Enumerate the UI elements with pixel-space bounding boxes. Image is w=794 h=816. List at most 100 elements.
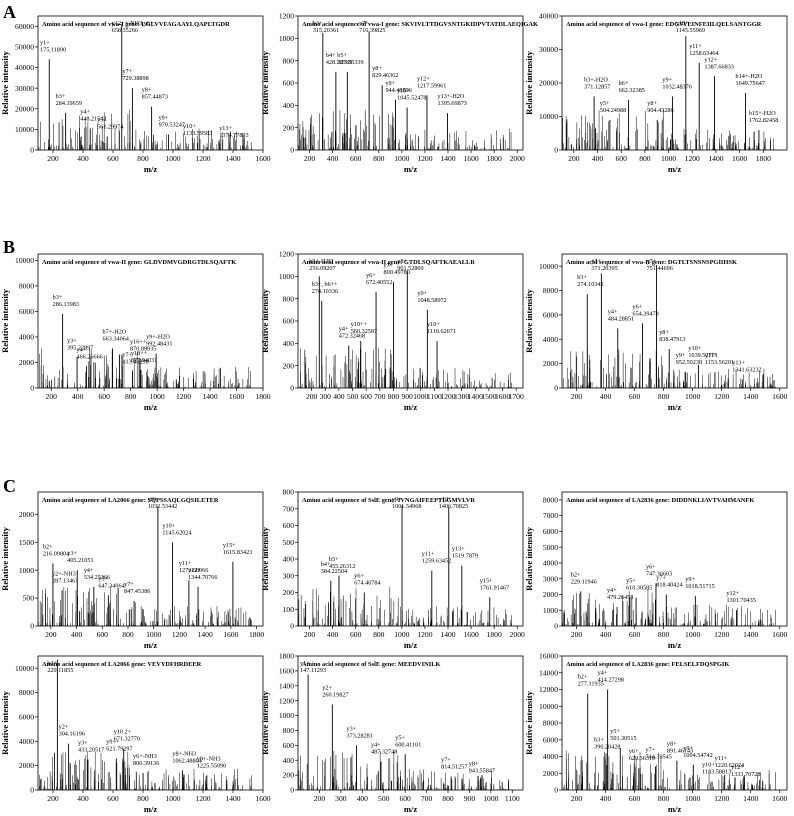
peak-ion-label: y7+ bbox=[647, 258, 657, 265]
x-axis-label: m/z bbox=[144, 640, 158, 650]
x-axis-label: m/z bbox=[404, 804, 418, 814]
peak-ion-label: y9+ bbox=[385, 80, 395, 87]
peak-mz-label: 943.55847 bbox=[469, 767, 495, 774]
x-tick-label: 200 bbox=[571, 794, 583, 803]
y-tick-label: 8000 bbox=[543, 495, 558, 504]
peak-mz-label: 1519.7879 bbox=[452, 553, 478, 560]
x-tick-label: 1500 bbox=[481, 392, 496, 401]
y-tick-label: 8000 bbox=[543, 286, 558, 295]
peak-mz-label: 484.28851 bbox=[608, 315, 634, 322]
peak-ion-label: y11+ bbox=[179, 560, 192, 567]
y-tick-label: 700 bbox=[283, 504, 295, 513]
plot-frame bbox=[561, 491, 788, 627]
y-tick-label: 2000 bbox=[543, 359, 558, 368]
peak-mz-label: 504.24988 bbox=[600, 107, 626, 114]
peak-mz-label: 847.45386 bbox=[124, 588, 150, 595]
x-tick-label: 1200 bbox=[714, 630, 729, 639]
y-tick-label: 600 bbox=[283, 741, 295, 750]
peak-mz-label: 671.32770 bbox=[114, 736, 140, 743]
peak-ion-label: b14+-H2O bbox=[736, 73, 763, 80]
peak-ion-label: b2+ bbox=[47, 660, 57, 667]
x-tick-label: 400 bbox=[71, 630, 83, 639]
peak-ion-label: y6+ bbox=[629, 748, 639, 755]
peak-mz-label: 1001.54968 bbox=[392, 503, 421, 510]
y-tick-label: 1000 bbox=[279, 34, 294, 43]
x-axis-label: m/z bbox=[404, 402, 418, 412]
y-tick-label: 4000 bbox=[543, 752, 558, 761]
peak-mz-label: 501.30515 bbox=[610, 735, 636, 742]
peak-ion-label: y5+ bbox=[97, 117, 107, 124]
noise-peaks bbox=[297, 587, 512, 626]
peak-ion-label: y8+ bbox=[142, 87, 152, 94]
x-tick-label: 800 bbox=[639, 154, 651, 163]
peak-ion-label: y7+ bbox=[122, 68, 132, 75]
y-tick-label: 6000 bbox=[543, 735, 558, 744]
peak-mz-label: 479.26453 bbox=[607, 594, 633, 601]
peak-ion-label: y10+ bbox=[162, 522, 175, 529]
x-tick-label: 1000 bbox=[165, 794, 180, 803]
x-tick-label: 1200 bbox=[685, 154, 700, 163]
y-tick-label: 6000 bbox=[19, 713, 34, 722]
peak-ion-label: y5+ bbox=[626, 578, 636, 585]
noise-peaks bbox=[562, 589, 776, 626]
peak-mz-label: 1225.55090 bbox=[197, 762, 226, 769]
x-tick-label: 500 bbox=[378, 794, 390, 803]
panel-title: Amino acid sequence of vwa-II gene: GLDV… bbox=[42, 259, 236, 266]
y-tick-label: 12000 bbox=[539, 685, 558, 694]
y-tick-label: 30000 bbox=[539, 45, 558, 54]
x-tick-label: 1600 bbox=[463, 154, 478, 163]
x-tick-label: 400 bbox=[77, 794, 89, 803]
peak-ion-label: y18++ bbox=[131, 350, 148, 357]
peak-ion-label: y13+ bbox=[219, 125, 232, 132]
peak-ion-label: b7+-H2O bbox=[103, 328, 127, 335]
x-tick-label: 1800 bbox=[255, 392, 270, 401]
x-tick-label: 600 bbox=[399, 794, 411, 803]
peak-ion-label: y7+ bbox=[441, 757, 451, 764]
x-tick-label: 600 bbox=[629, 392, 641, 401]
peak-mz-label: 992.48431 bbox=[146, 341, 172, 348]
y-tick-label: 10000 bbox=[15, 125, 34, 134]
y-tick-label: 1000 bbox=[19, 566, 34, 575]
x-tick-label: 800 bbox=[373, 630, 385, 639]
x-axis-label: m/z bbox=[144, 164, 158, 174]
x-tick-label: 400 bbox=[327, 154, 339, 163]
peak-mz-label: 304.16196 bbox=[59, 731, 85, 738]
peak-ion-label: y5+ bbox=[600, 100, 610, 107]
x-tick-label: 800 bbox=[658, 794, 670, 803]
peak-mz-label: 600.41101 bbox=[395, 741, 421, 748]
peak-mz-label: 466.26666 bbox=[76, 353, 102, 360]
section-letter-c: C bbox=[3, 476, 16, 496]
peak-mz-label: 744.39545 bbox=[646, 754, 672, 761]
y-tick-label: 10000 bbox=[539, 262, 558, 271]
y-axis-label: Relative intensity bbox=[260, 288, 270, 352]
peak-ion-label: y8+-NH3 bbox=[172, 751, 196, 758]
y-tick-label: 4000 bbox=[19, 333, 34, 342]
x-tick-label: 1000 bbox=[394, 630, 409, 639]
x-tick-label: 400 bbox=[600, 392, 612, 401]
peak-mz-label: 286.13983 bbox=[53, 301, 79, 308]
peak-ion-label: b3+ bbox=[577, 274, 587, 281]
peak-mz-label: 1032.48376 bbox=[662, 83, 691, 90]
peak-mz-label: 1333.70728 bbox=[731, 771, 760, 778]
panel-title: Amino acid sequence of vwa-I gene: EDGSY… bbox=[566, 21, 762, 28]
y-tick-label: 2000 bbox=[543, 769, 558, 778]
y-tick-label: 30000 bbox=[15, 84, 34, 93]
y-tick-label: 600 bbox=[283, 317, 295, 326]
x-tick-label: 2000 bbox=[510, 630, 525, 639]
peak-ion-label: y4+ bbox=[371, 742, 381, 749]
peak-ion-label: y15+ bbox=[480, 578, 493, 585]
y-tick-label: 800 bbox=[283, 56, 295, 65]
peak-ion-label: y8+ bbox=[667, 741, 677, 748]
y-tick-label: 1000 bbox=[543, 606, 558, 615]
peak-mz-label: 1341.63232 bbox=[732, 366, 761, 373]
peak-mz-label: 1119.62671 bbox=[427, 328, 456, 335]
y-tick-label: 200 bbox=[283, 361, 295, 370]
x-tick-label: 1400 bbox=[743, 794, 758, 803]
peak-mz-label: 216.09804 bbox=[43, 550, 69, 557]
peak-mz-label: 904.43286 bbox=[647, 107, 673, 114]
noise-peaks bbox=[298, 109, 512, 150]
peak-mz-label: 175.11890 bbox=[40, 46, 66, 53]
peak-ion-label: y9+ bbox=[159, 115, 169, 122]
